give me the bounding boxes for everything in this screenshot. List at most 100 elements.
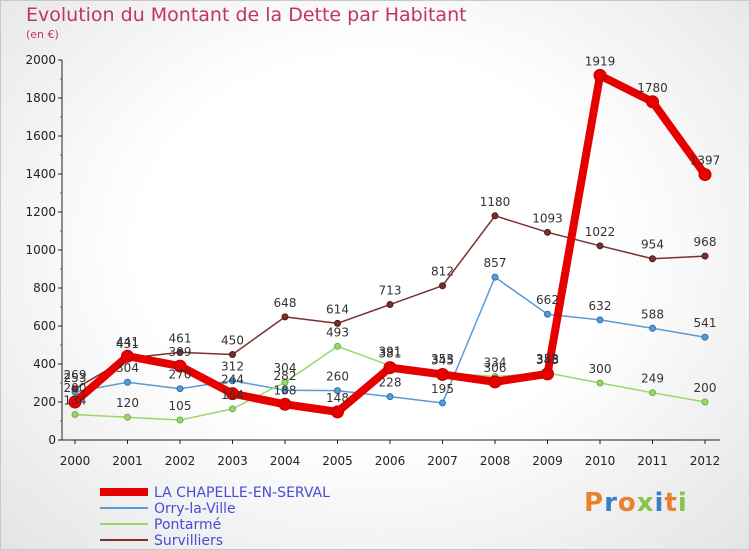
series-point <box>334 319 341 327</box>
data-label: 812 <box>431 265 454 279</box>
x-tick-label: 2011 <box>637 454 668 468</box>
x-tick-label: 2012 <box>690 454 721 468</box>
legend-label: Survilliers <box>154 533 223 549</box>
data-label: 632 <box>589 299 612 313</box>
data-label: 648 <box>274 296 297 310</box>
data-label: 954 <box>641 238 664 252</box>
series-point <box>596 242 604 250</box>
data-label: 306 <box>484 361 507 375</box>
series-point <box>701 398 709 406</box>
series-point <box>124 378 131 386</box>
data-label: 269 <box>64 368 87 382</box>
data-label: 304 <box>274 361 297 375</box>
data-label: 493 <box>326 325 349 339</box>
data-label: 1093 <box>532 211 563 225</box>
data-label: 389 <box>169 345 192 359</box>
chart-subtitle: (en €) <box>26 28 59 41</box>
data-label: 1919 <box>585 54 616 68</box>
series-point <box>331 405 344 419</box>
y-tick-label: 200 <box>33 395 56 409</box>
y-tick-label: 1200 <box>25 205 56 219</box>
x-tick-label: 2007 <box>427 454 458 468</box>
data-label: 260 <box>326 370 349 384</box>
series-point <box>124 413 131 421</box>
series-point <box>701 252 709 260</box>
data-label: 164 <box>221 388 244 402</box>
y-tick-label: 1600 <box>25 129 56 143</box>
y-tick-label: 400 <box>33 357 56 371</box>
data-label: 120 <box>116 396 139 410</box>
data-label: 857 <box>484 256 507 270</box>
data-label: 105 <box>169 399 192 413</box>
x-tick-label: 2000 <box>60 454 91 468</box>
y-tick-label: 1800 <box>25 91 56 105</box>
data-label: 270 <box>169 368 192 382</box>
series-point <box>596 379 604 387</box>
series-point <box>334 387 341 395</box>
data-label: 1022 <box>585 225 616 239</box>
series-point <box>226 387 239 401</box>
data-label: 148 <box>326 391 349 405</box>
series-point <box>544 228 551 236</box>
series-point <box>281 386 289 394</box>
series-point <box>439 282 446 290</box>
data-label: 282 <box>274 369 297 383</box>
data-label: 200 <box>694 381 717 395</box>
data-label: 1397 <box>690 154 721 168</box>
series-point <box>386 393 394 401</box>
series-point <box>701 333 709 341</box>
series-point <box>491 273 499 281</box>
data-label: 134 <box>64 394 87 408</box>
x-tick-label: 2003 <box>217 454 248 468</box>
series-point <box>646 95 659 109</box>
data-label: 249 <box>641 372 664 386</box>
series-point <box>491 212 499 220</box>
series-point <box>176 348 184 356</box>
data-label: 195 <box>431 382 454 396</box>
data-label: 431 <box>116 337 139 351</box>
data-label: 188 <box>274 383 297 397</box>
data-label: 391 <box>379 345 402 359</box>
data-label: 304 <box>116 361 139 375</box>
x-tick-label: 2002 <box>165 454 196 468</box>
data-label: 348 <box>536 353 559 367</box>
series-point <box>229 405 236 413</box>
y-tick-label: 1000 <box>25 243 56 257</box>
data-label: 968 <box>694 235 717 249</box>
data-label: 353 <box>431 352 454 366</box>
data-label: 541 <box>694 316 717 330</box>
data-label: 200 <box>64 381 87 395</box>
y-tick-label: 600 <box>33 319 56 333</box>
data-label: 345 <box>431 353 454 367</box>
y-tick-label: 800 <box>33 281 56 295</box>
data-label: 1780 <box>637 81 668 95</box>
data-label: 614 <box>326 302 349 316</box>
data-label: 662 <box>536 293 559 307</box>
series-point <box>68 395 82 409</box>
x-tick-label: 2005 <box>322 454 353 468</box>
series-point <box>229 351 236 358</box>
proxiti-logo: Proxiti <box>584 488 688 518</box>
series-point <box>121 349 134 363</box>
x-tick-label: 2008 <box>480 454 511 468</box>
data-label: 1180 <box>480 195 511 209</box>
data-label: 253 <box>64 371 87 385</box>
data-label: 441 <box>116 335 139 349</box>
data-label: 353 <box>536 352 559 366</box>
legend-label: Orry-la-Ville <box>154 501 236 517</box>
legend-label: Pontarmé <box>154 517 221 533</box>
data-label: 713 <box>379 284 402 298</box>
series-point <box>278 397 292 411</box>
legend-label: LA CHAPELLE-EN-SERVAL <box>154 485 330 501</box>
y-tick-label: 2000 <box>25 53 56 67</box>
x-tick-label: 2010 <box>585 454 616 468</box>
x-tick-label: 2004 <box>270 454 301 468</box>
data-label: 334 <box>484 356 507 370</box>
series-point <box>281 313 289 321</box>
series-point <box>281 378 289 386</box>
series-point <box>649 324 656 332</box>
data-label: 300 <box>589 362 612 376</box>
data-label: 588 <box>641 307 664 321</box>
x-tick-label: 2001 <box>112 454 143 468</box>
data-label: 461 <box>169 331 192 345</box>
